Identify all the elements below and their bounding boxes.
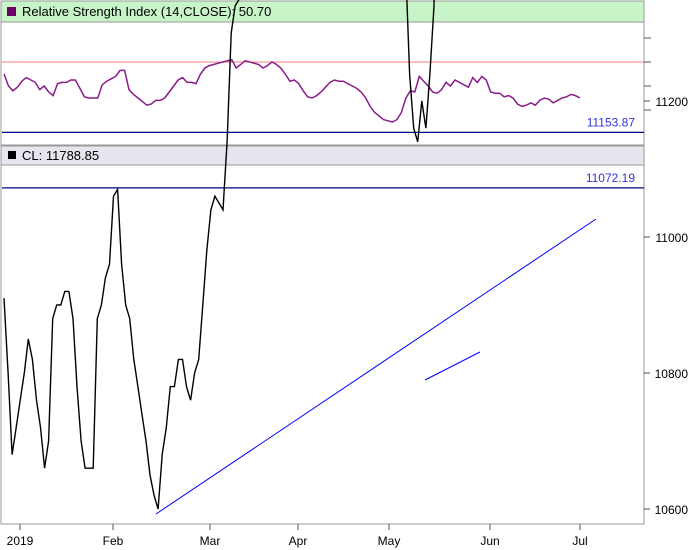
- price-header-marker-icon: [8, 151, 16, 159]
- x-tick-label: Mar: [200, 534, 221, 548]
- y-tick-label: 10600: [655, 503, 689, 517]
- price-title: CL: 11788.85: [22, 148, 99, 163]
- y-tick-label: 11000: [656, 231, 689, 245]
- trendline-lower: [155, 218, 597, 515]
- rsi-axis: [644, 37, 651, 111]
- rsi-line: [3, 58, 581, 123]
- level-label: 11072.19: [586, 171, 635, 185]
- y-tick-label: 11200: [656, 95, 689, 109]
- rsi-title: Relative Strength Index (14,CLOSE): 50.7…: [22, 4, 271, 19]
- x-tick-label: May: [378, 534, 401, 548]
- price-y-axis: 1060010800110001120011400116001180012000: [644, 95, 689, 517]
- trendline-upper: [424, 351, 481, 381]
- support-resistance-levels: 11961.6611791.1411687.6011532.3111153.87…: [2, 115, 644, 189]
- rsi-header: [0, 0, 645, 23]
- price-panel-frame: [0, 145, 645, 525]
- x-tick-label: Apr: [289, 534, 308, 548]
- price-line: [3, 0, 435, 510]
- level-label: 11153.87: [587, 115, 636, 129]
- rsi-panel-frame: [0, 0, 645, 146]
- x-tick-label: 2019: [7, 534, 34, 548]
- x-tick-label: Jun: [480, 534, 499, 548]
- x-tick-label: Feb: [103, 534, 124, 548]
- rsi-panel: Relative Strength Index (14,CLOSE): 50.7…: [0, 0, 651, 146]
- rsi-header-marker-icon: [7, 7, 16, 16]
- x-axis: 2019 Feb Mar Apr May Jun Jul: [1, 523, 644, 548]
- price-panel: CL: 11788.85 11961.6611791.1411687.60115…: [0, 0, 689, 525]
- x-tick-label: Jul: [572, 534, 587, 548]
- price-header: [0, 145, 645, 166]
- y-tick-label: 10800: [655, 367, 689, 381]
- x-axis-ticks: 2019 Feb Mar Apr May Jun Jul: [7, 524, 588, 548]
